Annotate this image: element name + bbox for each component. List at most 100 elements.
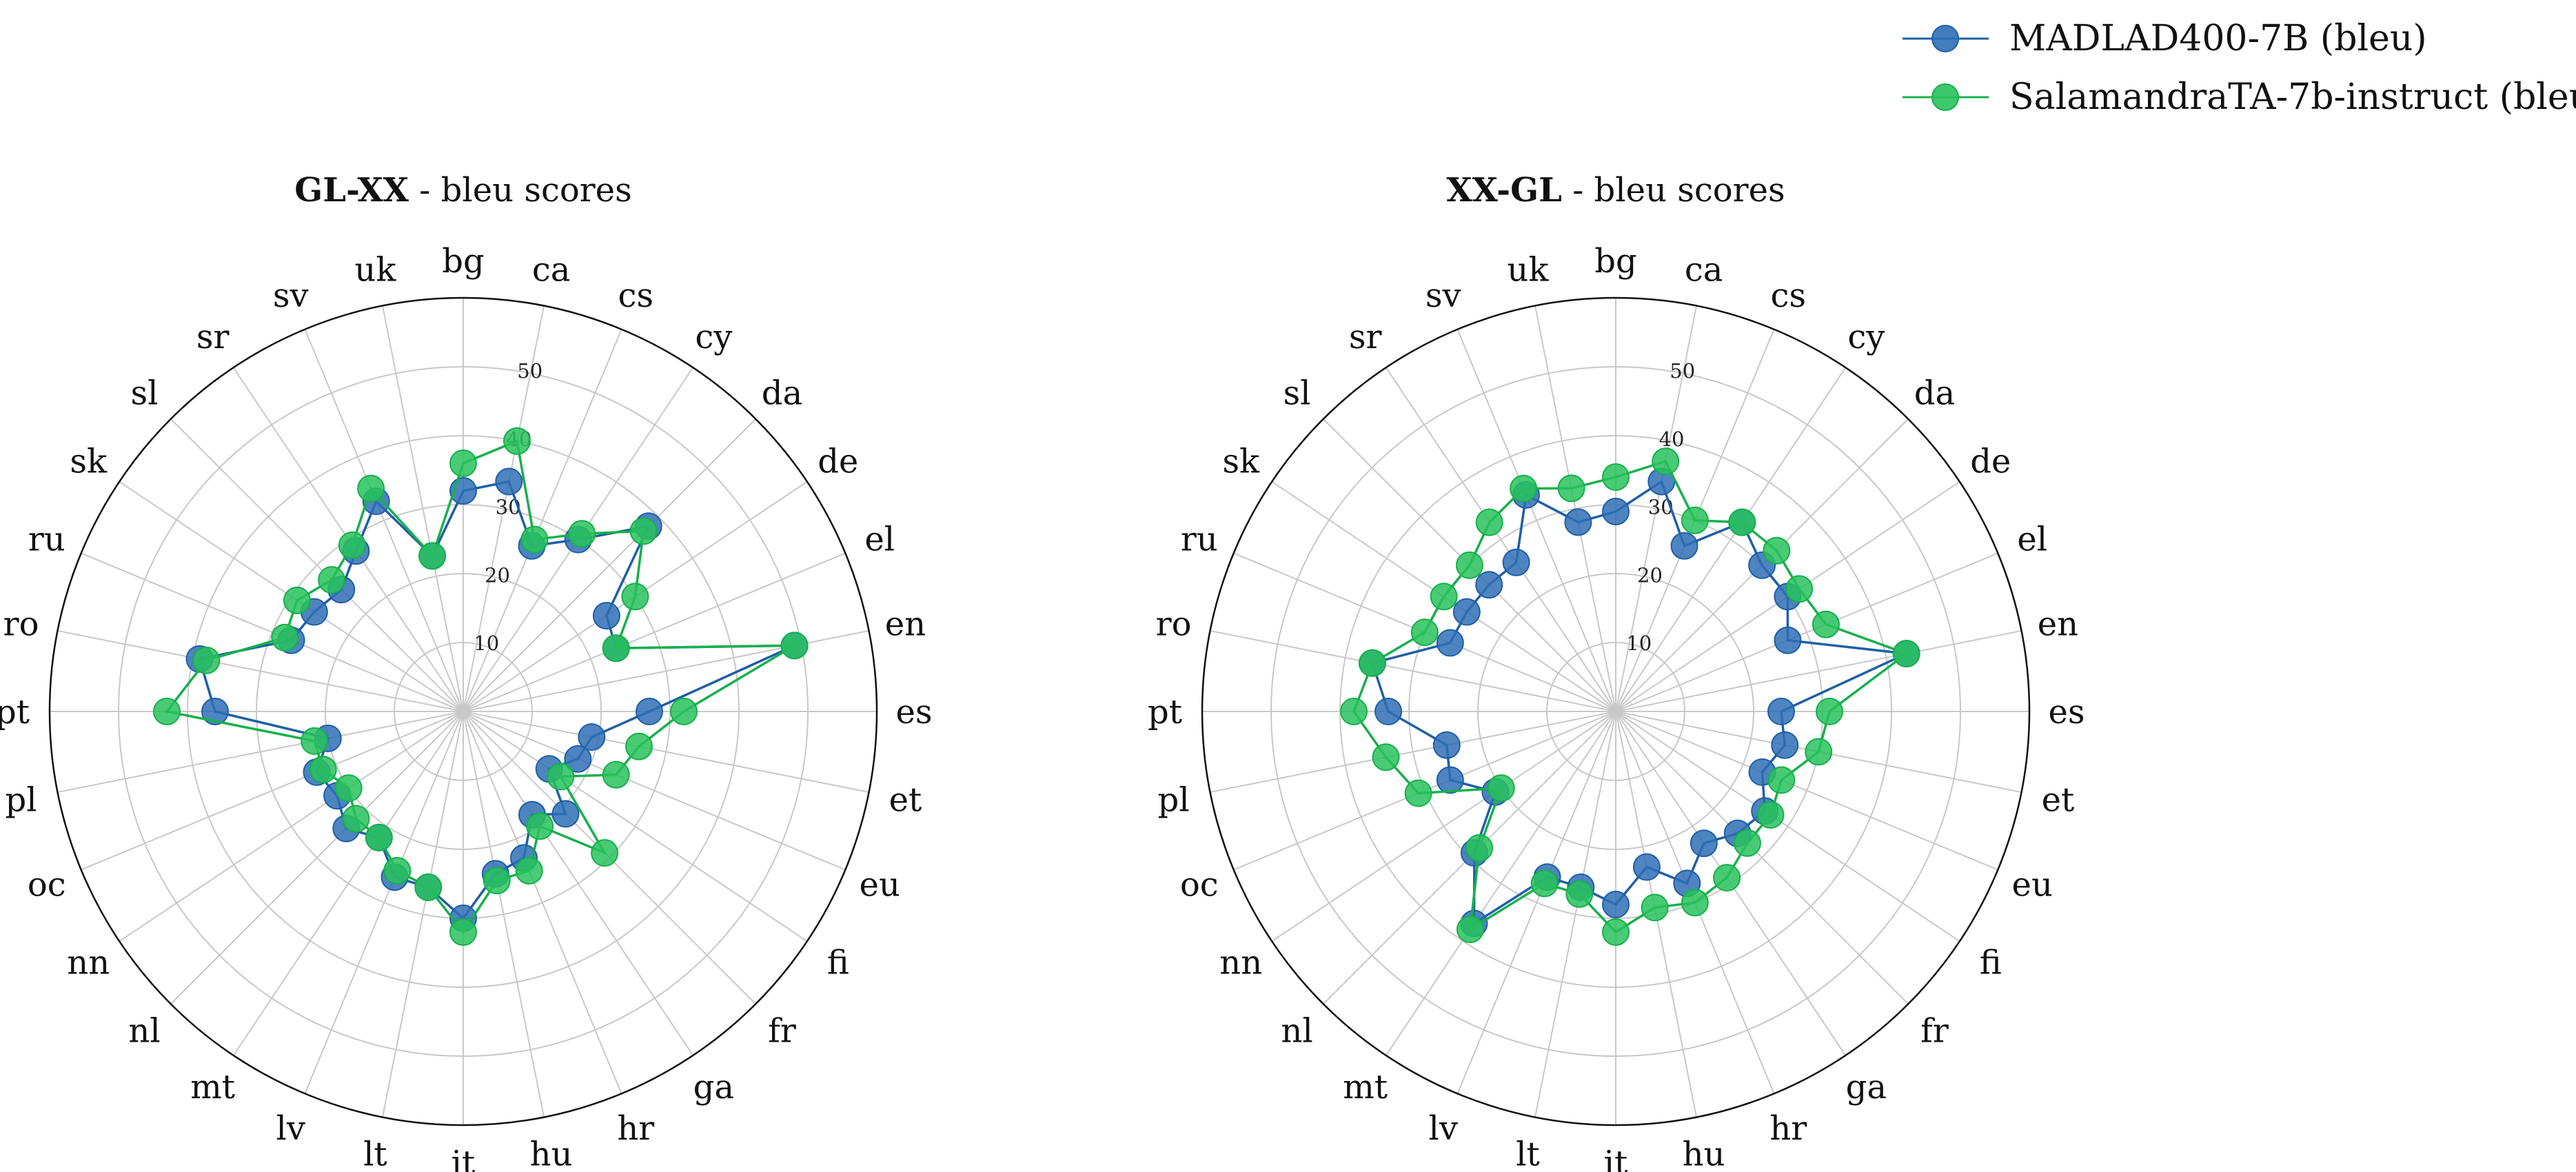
category-label-sv: sv (1426, 276, 1461, 315)
data-point-madlad-pl (1432, 731, 1461, 759)
category-label-pl: pl (6, 781, 37, 820)
category-label-eu: eu (860, 865, 900, 904)
category-label-pl: pl (1158, 781, 1190, 820)
legend-entry-madlad: MADLAD400-7B (bleu) (1903, 18, 2427, 59)
data-point-salamandra-ga (526, 812, 554, 840)
grid-spoke-mt (1385, 711, 1616, 1056)
data-point-salamandra-ca (503, 427, 531, 455)
data-point-salamandra-nl (342, 805, 370, 833)
grid-spoke-et (463, 711, 869, 794)
legend-entry-salamandra: SalamandraTA-7b-instruct (bleu) (1903, 77, 2576, 118)
grid-spoke-sv (1457, 329, 1616, 712)
category-label-uk: uk (1507, 251, 1549, 290)
polar-frame (48, 296, 878, 1126)
category-label-es: es (895, 693, 932, 731)
grid-spoke-en (1615, 629, 2022, 712)
category-label-mt: mt (190, 1068, 235, 1107)
grid-spoke-el (463, 552, 846, 712)
grid-spoke-hu (463, 711, 545, 1118)
data-point-salamandra-it (449, 918, 477, 946)
grid-spoke-nn (119, 711, 464, 942)
data-point-madlad-sl (1475, 571, 1503, 599)
data-point-salamandra-bg (1602, 463, 1630, 491)
data-point-salamandra-hu (483, 867, 511, 895)
data-point-madlad-cs (1670, 532, 1698, 560)
category-label-ru: ru (1181, 521, 1218, 559)
r-tick-label: 40 (1659, 427, 1685, 451)
data-point-salamandra-fr (1733, 829, 1761, 857)
data-point-madlad-et (578, 723, 606, 751)
grid-spoke-fi (463, 711, 808, 942)
data-point-salamandra-it (1602, 918, 1630, 946)
category-label-it: it (1604, 1144, 1628, 1172)
data-point-salamandra-mt (365, 823, 393, 851)
grid-spoke-ca (463, 305, 545, 712)
legend: MADLAD400-7B (bleu) SalamandraTA-7b-inst… (1903, 18, 2576, 118)
category-label-ro: ro (1156, 605, 1192, 643)
category-label-ru: ru (28, 521, 65, 559)
data-point-salamandra-es (1816, 698, 1843, 725)
data-point-salamandra-eu (1767, 766, 1796, 794)
category-label-sl: sl (1284, 374, 1311, 413)
category-label-sr: sr (196, 318, 230, 356)
data-point-salamandra-sk (1430, 583, 1458, 611)
data-point-madlad-sk (1452, 598, 1481, 626)
grid-spoke-ga (463, 711, 694, 1056)
legend-label-madlad: MADLAD400-7B (bleu) (2009, 18, 2427, 59)
data-point-salamandra-cy (1728, 508, 1756, 536)
data-point-salamandra-sk (283, 586, 311, 614)
grid-spoke-nn (1271, 711, 1616, 942)
category-label-sl: sl (131, 374, 159, 413)
data-point-salamandra-da (1763, 536, 1791, 565)
data-point-madlad-sr (1502, 548, 1530, 576)
data-point-salamandra-oc (1404, 779, 1432, 807)
category-label-fi: fi (827, 943, 849, 982)
r-tick-label: 20 (485, 563, 510, 587)
data-point-salamandra-sr (338, 531, 366, 559)
data-point-salamandra-lt (1565, 880, 1594, 908)
grid-spoke-pl (57, 711, 464, 794)
data-point-salamandra-ro (192, 646, 221, 674)
data-point-salamandra-cs (1681, 506, 1709, 534)
data-point-salamandra-nn (334, 774, 363, 802)
category-label-oc: oc (28, 865, 66, 904)
data-point-salamandra-uk (418, 542, 447, 570)
category-label-es: es (2048, 693, 2085, 731)
data-point-madlad-eu (564, 745, 592, 773)
grid-spoke-oc (81, 711, 464, 871)
category-label-da: da (762, 374, 802, 413)
category-label-hu: hu (1683, 1135, 1725, 1172)
radar-chart-gl-xx: 1020304050bgcacscydadeeleneseteufifrgahr… (0, 171, 933, 1172)
r-tick-label: 50 (517, 359, 542, 383)
grid-spoke-ro (1210, 629, 1616, 712)
category-label-ro: ro (3, 605, 39, 643)
grid-spoke-lv (1457, 711, 1616, 1094)
category-label-ga: ga (693, 1068, 734, 1107)
data-point-madlad-es (1767, 698, 1795, 725)
data-point-madlad-ca (495, 467, 523, 496)
data-point-salamandra-fr (591, 839, 619, 867)
data-point-salamandra-sl (318, 566, 346, 594)
category-label-de: de (818, 443, 858, 481)
grid-spoke-cy (1615, 367, 1847, 712)
category-label-fr: fr (1920, 1011, 1949, 1050)
data-point-salamandra-mt (1456, 916, 1484, 943)
polar-frame (1201, 296, 2031, 1126)
data-point-madlad-el (1774, 626, 1802, 654)
category-label-fi: fi (1980, 943, 2002, 982)
data-point-salamandra-hr (1681, 889, 1709, 917)
legend-label-salamandra: SalamandraTA-7b-instruct (bleu) (2009, 77, 2576, 118)
category-label-uk: uk (354, 251, 396, 290)
data-point-salamandra-lv (383, 857, 412, 885)
data-point-salamandra-en (1892, 640, 1920, 668)
data-point-salamandra-eu (602, 760, 630, 789)
grid-spoke-lv (304, 711, 464, 1094)
category-label-fr: fr (768, 1011, 796, 1050)
category-label-lv: lv (1428, 1109, 1457, 1148)
category-label-de: de (1970, 443, 2011, 481)
data-point-madlad-pt (1375, 698, 1402, 725)
data-point-salamandra-en (780, 632, 809, 660)
category-label-et: et (2042, 781, 2075, 820)
grid-spoke-mt (232, 711, 464, 1056)
